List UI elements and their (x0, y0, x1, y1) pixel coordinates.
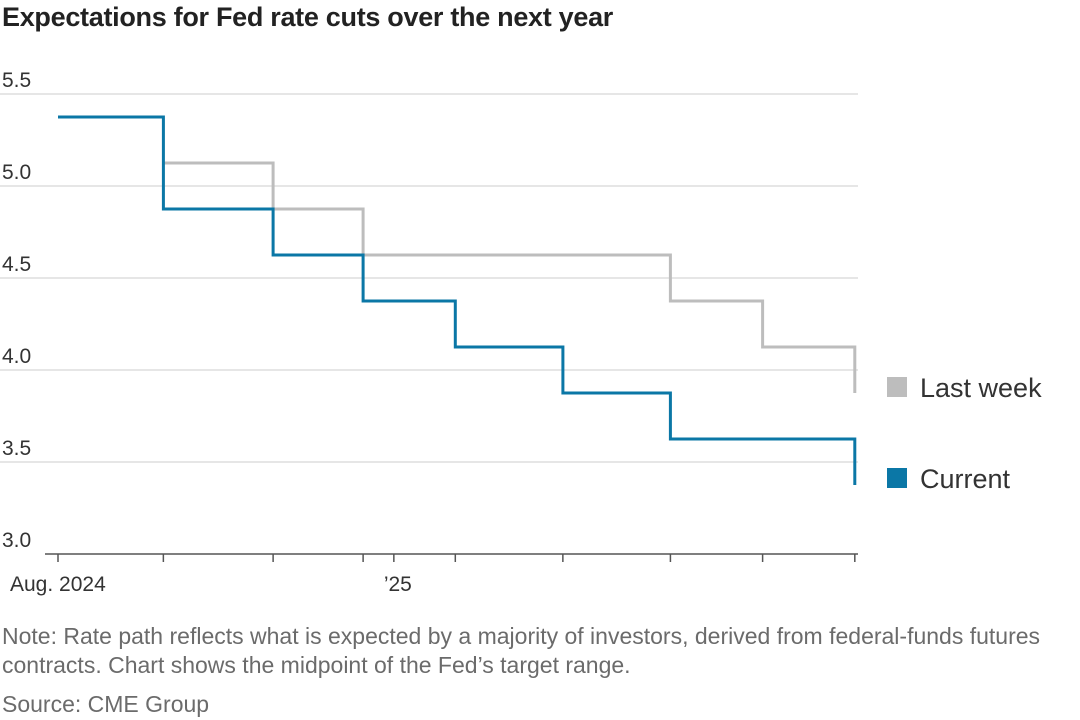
y-tick-label: 4.0 (2, 345, 31, 368)
rate-cuts-chart: 3.0 3.5 4.0 4.5 5.0 5.5 Aug. 2024 ’25 Last wee… (0, 69, 1042, 596)
chart-title: Expectations for Fed rate cuts over the … (2, 2, 614, 32)
chart-note: Note: Rate path reflects what is expecte… (2, 623, 1041, 678)
legend: Last week Current (887, 373, 1042, 494)
y-tick-label: 4.5 (2, 253, 31, 276)
y-tick-label: 5.0 (2, 161, 31, 184)
x-tick-label: ’25 (384, 573, 412, 596)
y-tick-labels: 3.0 3.5 4.0 4.5 5.0 5.5 (2, 69, 31, 552)
grid-lines (0, 93, 858, 463)
y-tick-label: 3.5 (2, 437, 31, 460)
chart-source: Source: CME Group (2, 691, 210, 717)
legend-label: Last week (920, 373, 1042, 403)
series-line-current (58, 115, 857, 485)
y-tick-label: 5.5 (2, 69, 31, 92)
series-lines (58, 115, 857, 485)
x-tick-label: Aug. 2024 (10, 573, 106, 596)
legend-label: Current (920, 464, 1011, 494)
series-line-last-week (163, 161, 857, 393)
x-axis: Aug. 2024 ’25 (10, 553, 858, 596)
legend-swatch (887, 377, 907, 397)
y-tick-label: 3.0 (2, 529, 31, 552)
legend-swatch (887, 468, 907, 488)
